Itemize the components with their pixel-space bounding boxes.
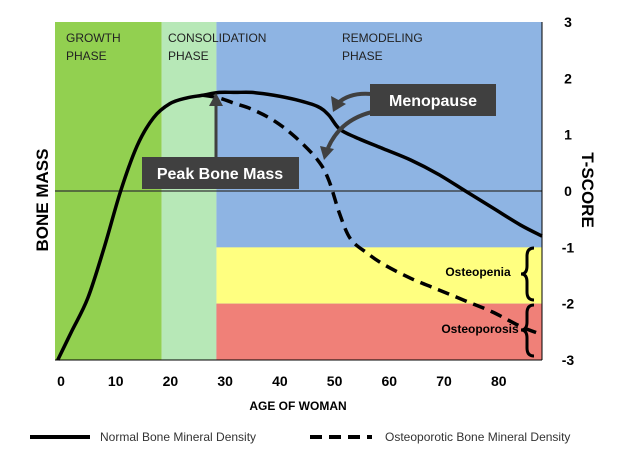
x-axis-title: AGE OF WOMAN <box>249 399 346 413</box>
y2-tick-label: 0 <box>564 183 572 199</box>
x-tick-label: 80 <box>491 373 507 389</box>
y2-tick-label: 1 <box>564 127 572 143</box>
menopause-arrowhead-upper <box>331 96 346 112</box>
tscore-zones <box>216 247 543 360</box>
y2-axis-title: T-SCORE <box>578 152 597 228</box>
x-tick-label: 50 <box>327 373 343 389</box>
legend-label-osteoporotic: Osteoporotic Bone Mineral Density <box>385 430 570 444</box>
y2-tick-label: -2 <box>562 296 575 312</box>
y-axis-title: BONE MASS <box>33 149 52 252</box>
peak-bone-mass-callout: Peak Bone Mass <box>142 93 299 189</box>
phase-label-growth-2: PHASE <box>66 49 107 63</box>
legend: Normal Bone Mineral Density Osteoporotic… <box>30 430 570 444</box>
peak-label-box <box>142 157 299 189</box>
series-lines <box>56 90 543 361</box>
menopause-label-text: Menopause <box>389 93 477 110</box>
x-tick-label: 20 <box>163 373 179 389</box>
phase-label-remodeling-2: PHASE <box>342 49 383 63</box>
phase-label-growth-1: GROWTH <box>66 31 121 45</box>
zone-band-0 <box>216 247 543 304</box>
phase-label-consolidation-2: PHASE <box>168 49 209 63</box>
y2-tick-label: 3 <box>564 14 572 30</box>
phase-labels: GROWTH PHASE CONSOLIDATION PHASE REMODEL… <box>66 31 423 63</box>
x-tick-label: 40 <box>272 373 288 389</box>
legend-label-normal: Normal Bone Mineral Density <box>100 430 256 444</box>
zone-label-osteopenia: Osteopenia <box>445 265 511 279</box>
zone-band-1 <box>216 303 543 360</box>
brace-osteopenia <box>520 246 535 302</box>
y2-tick-label: 2 <box>564 70 572 86</box>
x-tick-label: 10 <box>108 373 124 389</box>
phase-label-consolidation-1: CONSOLIDATION <box>168 31 266 45</box>
menopause-callout: Menopause <box>320 84 496 160</box>
x-tick-label: 0 <box>57 373 65 389</box>
phase-label-remodeling-1: REMODELING <box>342 31 423 45</box>
series-line-osteoporotic <box>202 93 543 337</box>
menopause-arrow-lower <box>326 110 373 149</box>
brace-osteoporosis <box>520 303 535 358</box>
x-tick-label: 30 <box>217 373 233 389</box>
menopause-arrowhead-lower <box>320 146 334 160</box>
y2-tick-label: -1 <box>562 239 575 255</box>
peak-label-text: Peak Bone Mass <box>157 166 283 183</box>
series-line-normal <box>56 90 543 361</box>
menopause-label-box <box>370 84 496 116</box>
zone-label-osteoporosis: Osteoporosis <box>441 322 519 336</box>
y2-tick-label: -3 <box>562 352 575 368</box>
peak-arrowhead <box>209 93 223 106</box>
x-tick-label: 70 <box>436 373 452 389</box>
y2-tick-labels: 3 2 1 0 -1 -2 -3 <box>562 14 575 368</box>
x-tick-label: 60 <box>382 373 398 389</box>
x-tick-labels: 0 10 20 30 40 50 60 70 80 <box>57 373 507 389</box>
